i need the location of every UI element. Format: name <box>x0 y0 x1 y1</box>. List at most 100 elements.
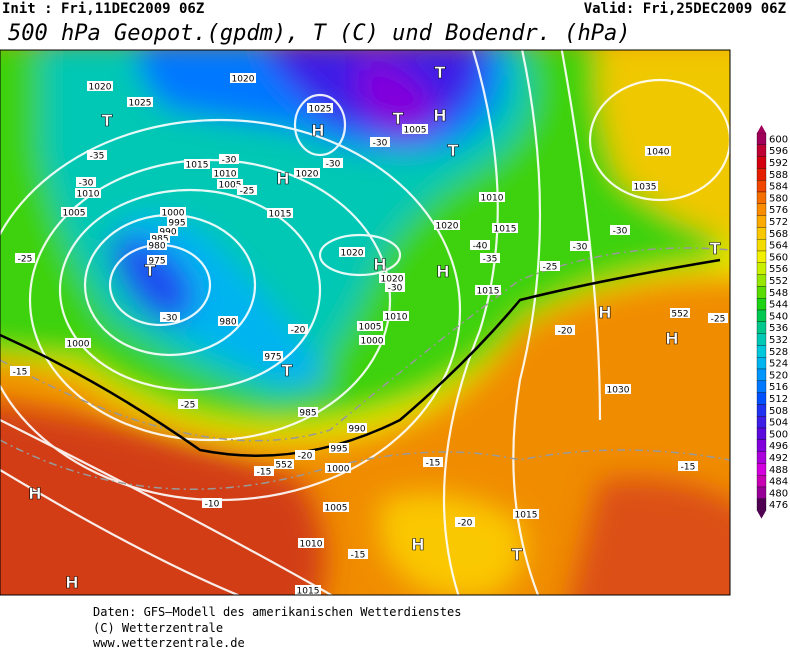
colorbar-label: 568 <box>769 229 788 240</box>
label-box <box>323 502 349 512</box>
contour-label: 1005 <box>404 126 427 136</box>
label-box <box>295 450 315 460</box>
contour-label: 985 <box>151 235 168 245</box>
map-frame <box>0 49 731 596</box>
label-box <box>307 103 333 113</box>
contour-label: 1035 <box>634 183 657 193</box>
colorbar-label: 552 <box>769 276 788 287</box>
colorbar-label: 560 <box>769 252 788 263</box>
colorbar-label: 548 <box>769 288 788 299</box>
colorbar-label: 488 <box>769 465 788 476</box>
label-box <box>645 146 671 156</box>
colorbar-label: 600 <box>769 134 788 145</box>
pressure-center: H <box>28 484 41 503</box>
colorbar-cell <box>756 498 767 511</box>
label-box <box>540 261 560 271</box>
contour-label: -40 <box>473 242 488 252</box>
colorbar-cell <box>756 392 767 405</box>
contour-label: 552 <box>275 461 292 471</box>
pressure-center: T <box>512 545 523 564</box>
label-box <box>379 273 405 283</box>
colorbar-cell <box>756 309 767 322</box>
init-time: Init : Fri,11DEC2009 06Z <box>2 1 204 17</box>
contour-label: 1010 <box>385 313 408 323</box>
label-box <box>212 168 238 178</box>
label-box <box>288 324 308 334</box>
colorbar-cell <box>756 298 767 311</box>
label-box <box>298 407 318 417</box>
colorbar-cell <box>756 345 767 358</box>
colorbar-cell <box>756 321 767 334</box>
colorbar-cell <box>756 156 767 169</box>
label-box <box>75 188 101 198</box>
label-box <box>475 285 501 295</box>
contour-label: 1015 <box>297 587 320 597</box>
colorbar-label: 504 <box>769 418 788 429</box>
label-box <box>513 509 539 519</box>
contour-label: 1000 <box>361 337 384 347</box>
contour-label: 1025 <box>309 105 332 115</box>
contour-label: 990 <box>159 228 176 238</box>
colorbar-label: 592 <box>769 158 788 169</box>
label-box <box>65 338 91 348</box>
label-box <box>237 185 257 195</box>
label-box <box>480 253 500 263</box>
colorbar-cell <box>756 427 767 440</box>
label-box <box>15 253 35 263</box>
label-box <box>470 240 490 250</box>
label-box <box>263 351 283 361</box>
colorbar-cell <box>756 463 767 476</box>
colorbar-cell <box>756 227 767 240</box>
contour-label: -15 <box>351 551 366 561</box>
pressure-center: H <box>436 262 449 281</box>
contour-label: 1020 <box>89 83 112 93</box>
contour-label: -20 <box>458 519 473 529</box>
colorbar-cell <box>756 203 767 216</box>
label-box <box>357 321 383 331</box>
contour-label: -30 <box>326 160 341 170</box>
contour-label: -25 <box>181 401 196 411</box>
title: 500 hPa Geopot.(gpdm), T (C) und Bodendr… <box>8 21 631 46</box>
contour-label: -20 <box>558 327 573 337</box>
label-box <box>402 124 428 134</box>
colorbar-label: 588 <box>769 170 788 181</box>
label-box <box>267 208 293 218</box>
contour-label: 1015 <box>494 225 517 235</box>
label-box <box>383 311 409 321</box>
label-box <box>348 549 368 559</box>
colorbar-label: 580 <box>769 193 788 204</box>
colorbar-cell <box>756 144 767 157</box>
contour-label: 1000 <box>327 465 350 475</box>
label-box <box>632 181 658 191</box>
pressure-center: T <box>393 109 404 128</box>
colorbar-label: 584 <box>769 182 788 193</box>
label-box <box>555 325 575 335</box>
colorbar-label: 572 <box>769 217 788 228</box>
colorbar-label: 516 <box>769 382 788 393</box>
colorbar-label: 492 <box>769 453 788 464</box>
contour-label: 1010 <box>481 194 504 204</box>
contour-label: 995 <box>330 445 347 455</box>
colorbar-cell <box>756 404 767 417</box>
label-box <box>329 443 349 453</box>
colorbar-cell <box>756 168 767 181</box>
colorbar-label: 528 <box>769 347 788 358</box>
contour-label: -10 <box>205 500 220 510</box>
label-box <box>254 466 274 476</box>
label-box <box>347 423 367 433</box>
pressure-center: H <box>373 255 386 274</box>
colorbar-cell <box>756 475 767 488</box>
pressure-center: T <box>145 261 156 280</box>
label-box <box>295 585 321 595</box>
contour-label: 1000 <box>67 340 90 350</box>
contour-label: -20 <box>291 326 306 336</box>
colorbar-cell <box>756 439 767 452</box>
colorbar-cell <box>756 250 767 263</box>
label-box <box>274 459 294 469</box>
colorbar-label: 484 <box>769 477 788 488</box>
pressure-center: H <box>433 106 446 125</box>
pressure-center: T <box>282 361 293 380</box>
contour-label: 1020 <box>232 75 255 85</box>
